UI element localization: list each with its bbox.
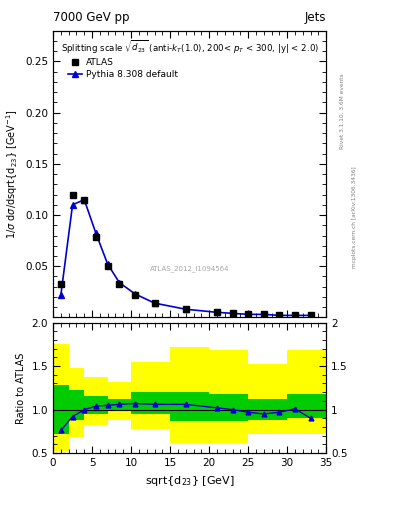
ATLAS [308, 312, 313, 318]
ATLAS [70, 191, 75, 198]
ATLAS [133, 292, 138, 298]
Pythia 8.308 default [293, 312, 298, 318]
Y-axis label: 1/$\sigma$ d$\sigma$/dsqrt{d$_{23}$} [GeV$^{-1}$]: 1/$\sigma$ d$\sigma$/dsqrt{d$_{23}$} [Ge… [4, 109, 20, 239]
Legend: ATLAS, Pythia 8.308 default: ATLAS, Pythia 8.308 default [66, 55, 180, 81]
Pythia 8.308 default [133, 291, 138, 297]
ATLAS [246, 311, 250, 317]
Text: Splitting scale $\sqrt{d_{23}}$ (anti-$k_{T}$(1.0), 200< $p_{T}$ < 300, |y| < 2.: Splitting scale $\sqrt{d_{23}}$ (anti-$k… [61, 39, 319, 56]
X-axis label: sqrt{d$_{23}$} [GeV]: sqrt{d$_{23}$} [GeV] [145, 474, 235, 487]
ATLAS [94, 233, 98, 240]
ATLAS [105, 263, 110, 269]
ATLAS [261, 311, 266, 317]
ATLAS [230, 310, 235, 316]
ATLAS [277, 312, 282, 318]
ATLAS [117, 281, 122, 287]
Text: 7000 GeV pp: 7000 GeV pp [53, 11, 130, 24]
Pythia 8.308 default [308, 312, 313, 318]
ATLAS [152, 300, 157, 306]
Pythia 8.308 default [152, 300, 157, 306]
Line: ATLAS: ATLAS [58, 192, 313, 318]
Text: ATLAS_2012_I1094564: ATLAS_2012_I1094564 [150, 265, 230, 272]
Pythia 8.308 default [246, 311, 250, 317]
Pythia 8.308 default [59, 292, 63, 298]
Pythia 8.308 default [70, 202, 75, 208]
Text: Jets: Jets [305, 11, 326, 24]
Text: mcplots.cern.ch [arXiv:1306.3436]: mcplots.cern.ch [arXiv:1306.3436] [352, 166, 357, 268]
Pythia 8.308 default [105, 261, 110, 267]
ATLAS [293, 312, 298, 318]
Pythia 8.308 default [82, 197, 86, 203]
ATLAS [184, 306, 188, 312]
Pythia 8.308 default [215, 309, 219, 315]
Pythia 8.308 default [117, 280, 122, 286]
ATLAS [59, 281, 63, 287]
Line: Pythia 8.308 default: Pythia 8.308 default [58, 197, 313, 318]
Pythia 8.308 default [184, 306, 188, 312]
ATLAS [215, 309, 219, 315]
Pythia 8.308 default [277, 312, 282, 318]
Y-axis label: Ratio to ATLAS: Ratio to ATLAS [16, 352, 26, 423]
Text: Rivet 3.1.10, 3.6M events: Rivet 3.1.10, 3.6M events [340, 73, 345, 149]
Pythia 8.308 default [94, 230, 98, 237]
ATLAS [82, 197, 86, 203]
Pythia 8.308 default [261, 311, 266, 317]
Pythia 8.308 default [230, 310, 235, 316]
